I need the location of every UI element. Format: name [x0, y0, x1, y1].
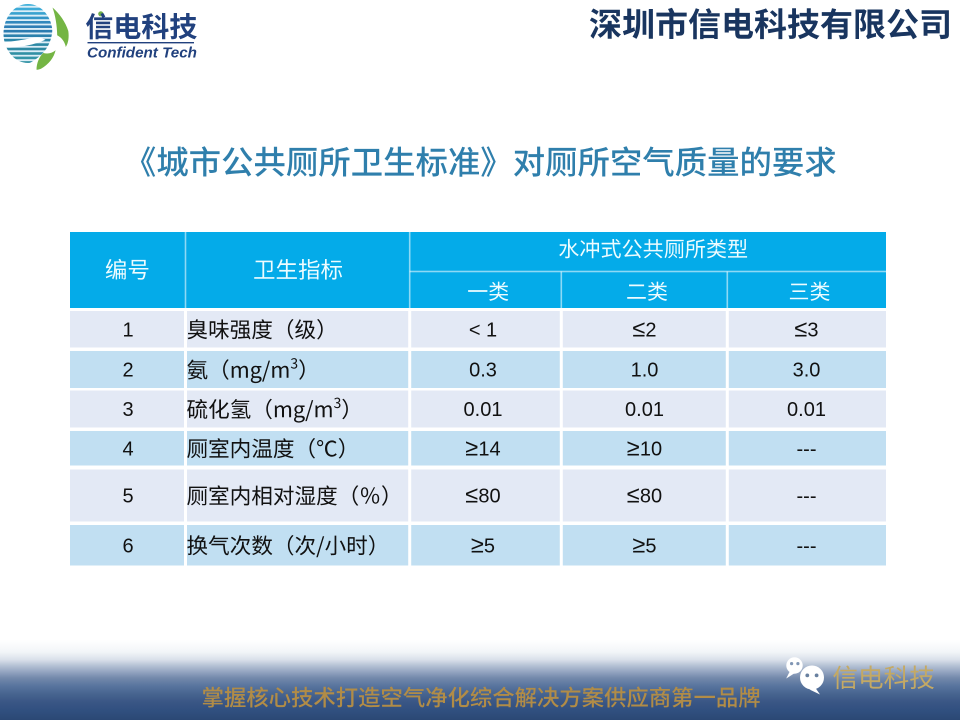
svg-text:---: ---	[797, 486, 817, 508]
svg-text:3: 3	[122, 399, 133, 421]
svg-text:4: 4	[122, 438, 133, 460]
svg-text:≤80: ≤80	[465, 482, 500, 508]
svg-text:< 1: < 1	[469, 319, 497, 341]
svg-text:≥10: ≥10	[627, 434, 662, 460]
svg-text:Confident Tech: Confident Tech	[87, 44, 197, 61]
svg-text:5: 5	[122, 486, 133, 508]
svg-text:6: 6	[122, 536, 133, 558]
svg-text:≤2: ≤2	[632, 315, 656, 341]
svg-text:0.01: 0.01	[787, 399, 826, 421]
svg-text:0.3: 0.3	[469, 360, 497, 382]
svg-text:0.01: 0.01	[464, 399, 503, 421]
svg-text:2: 2	[122, 360, 133, 382]
svg-text:≤3: ≤3	[794, 315, 818, 341]
svg-text:≥5: ≥5	[471, 532, 495, 558]
svg-text:1.0: 1.0	[631, 360, 659, 382]
svg-text:3.0: 3.0	[793, 360, 821, 382]
svg-text:---: ---	[797, 438, 817, 460]
svg-text:---: ---	[797, 536, 817, 558]
svg-text:≤80: ≤80	[627, 482, 662, 508]
svg-text:≥5: ≥5	[632, 532, 656, 558]
svg-text:≥14: ≥14	[465, 434, 500, 460]
svg-text:1: 1	[122, 319, 133, 341]
svg-text:0.01: 0.01	[625, 399, 664, 421]
